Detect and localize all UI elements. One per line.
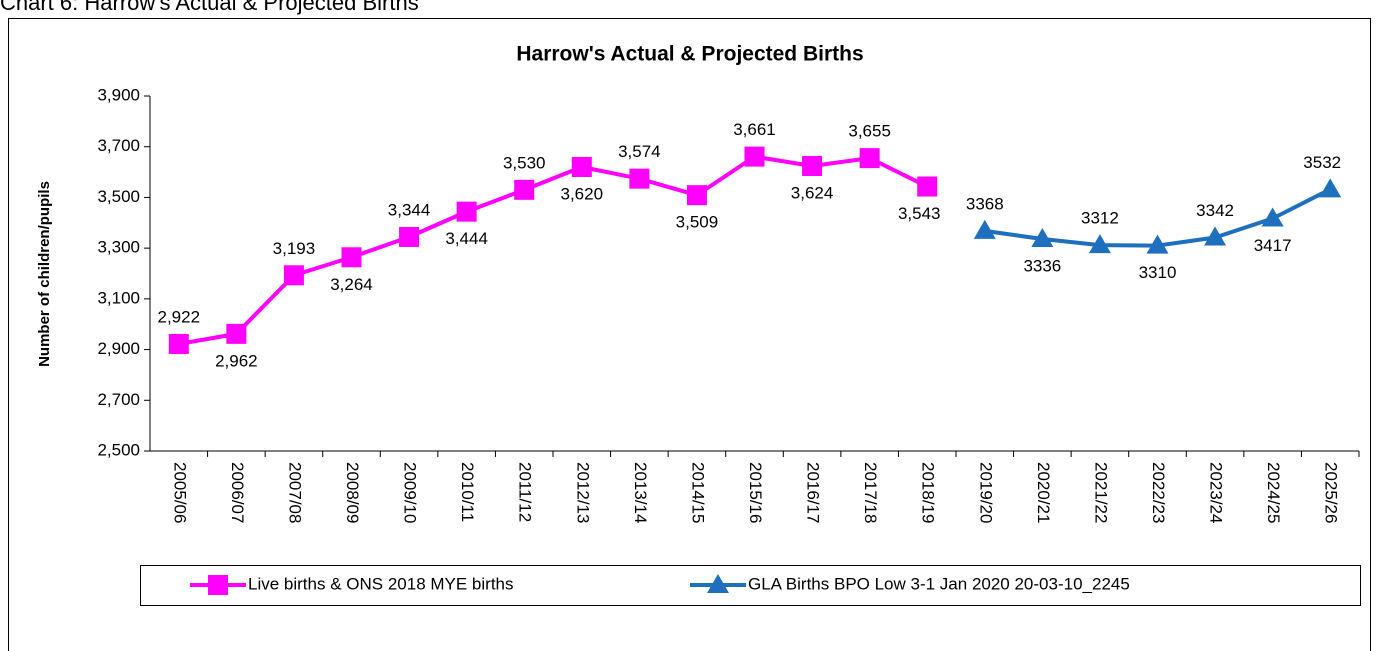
y-tick-label: 2,500 — [97, 440, 140, 459]
data-label: 3,624 — [791, 183, 834, 202]
data-label: 3417 — [1254, 236, 1292, 255]
y-axis-label: Number of children/pupils — [36, 181, 53, 367]
data-point — [917, 176, 938, 197]
caption: Chart 6: Harrow's Actual & Projected Bir… — [0, 0, 419, 15]
y-tick-label: 3,100 — [97, 288, 140, 307]
legend-marker — [208, 575, 228, 595]
legend-marker — [707, 574, 729, 593]
data-point — [686, 185, 707, 206]
chart-frame — [8, 18, 1371, 651]
data-point — [1088, 234, 1111, 254]
x-tick-label: 2007/08 — [285, 462, 304, 523]
data-label: 3336 — [1023, 256, 1061, 275]
data-label: 3,543 — [898, 204, 941, 223]
x-tick-label: 2022/23 — [1149, 462, 1168, 523]
data-point — [1031, 228, 1054, 248]
data-label: 3,444 — [445, 229, 488, 248]
y-tick-label: 3,500 — [97, 187, 140, 206]
data-point — [226, 323, 247, 344]
data-point — [1146, 234, 1169, 254]
x-tick-label: 2024/25 — [1264, 462, 1283, 523]
x-tick-label: 2011/12 — [516, 462, 535, 522]
x-tick-label: 2005/06 — [170, 462, 189, 523]
data-point — [973, 219, 996, 239]
data-point — [283, 265, 304, 286]
data-point — [802, 155, 823, 176]
data-label: 3,264 — [330, 275, 373, 294]
legend-frame — [140, 565, 1361, 606]
legend-label: GLA Births BPO Low 3-1 Jan 2020 20-03-10… — [748, 574, 1130, 593]
data-point — [744, 146, 765, 167]
data-label: 3,530 — [503, 153, 546, 172]
data-label: 3,661 — [733, 120, 776, 139]
x-tick-label: 2008/09 — [343, 462, 362, 523]
data-label: 3312 — [1081, 209, 1119, 228]
data-point — [168, 333, 189, 354]
y-tick-label: 2,900 — [97, 339, 140, 358]
x-tick-label: 2019/20 — [976, 462, 995, 523]
x-tick-label: 2025/26 — [1322, 462, 1341, 523]
data-point — [1261, 207, 1284, 227]
y-tick-label: 3,700 — [97, 136, 140, 155]
y-tick-label: 3,900 — [97, 85, 140, 104]
data-point — [629, 168, 650, 189]
legend-label: Live births & ONS 2018 MYE births — [248, 574, 514, 593]
x-tick-label: 2010/11 — [458, 462, 477, 522]
data-point — [341, 247, 362, 268]
x-tick-label: 2023/24 — [1207, 462, 1226, 523]
data-label: 3,574 — [618, 142, 661, 161]
data-label: 3368 — [966, 194, 1004, 213]
data-label: 3532 — [1303, 153, 1341, 172]
data-point — [399, 226, 420, 247]
x-tick-label: 2006/07 — [228, 462, 247, 523]
x-tick-label: 2021/22 — [1091, 462, 1110, 523]
data-label: 3342 — [1196, 201, 1234, 220]
data-point — [571, 157, 592, 177]
data-point — [1319, 178, 1342, 198]
data-point — [456, 201, 477, 222]
x-tick-label: 2013/14 — [631, 462, 650, 523]
x-tick-label: 2017/18 — [861, 462, 880, 523]
data-point — [859, 148, 880, 169]
x-tick-label: 2012/13 — [573, 462, 592, 523]
data-label: 3310 — [1139, 263, 1177, 282]
data-label: 2,962 — [215, 351, 258, 370]
x-tick-label: 2016/17 — [804, 462, 823, 523]
chart-title: Harrow's Actual & Projected Births — [516, 43, 863, 66]
data-label: 3,193 — [273, 239, 316, 258]
x-tick-label: 2020/21 — [1034, 462, 1053, 523]
x-tick-label: 2009/10 — [401, 462, 420, 523]
y-tick-label: 3,300 — [97, 238, 140, 257]
data-label: 3,620 — [561, 184, 604, 203]
data-label: 3,509 — [676, 213, 719, 232]
x-tick-label: 2015/16 — [746, 462, 765, 523]
x-tick-label: 2014/15 — [688, 462, 707, 523]
y-tick-label: 2,700 — [97, 390, 140, 409]
data-point — [514, 179, 535, 200]
data-label: 2,922 — [158, 307, 201, 326]
data-point — [1204, 226, 1227, 246]
data-label: 3,655 — [848, 122, 891, 141]
x-tick-label: 2018/19 — [919, 462, 938, 523]
data-label: 3,344 — [388, 200, 431, 219]
